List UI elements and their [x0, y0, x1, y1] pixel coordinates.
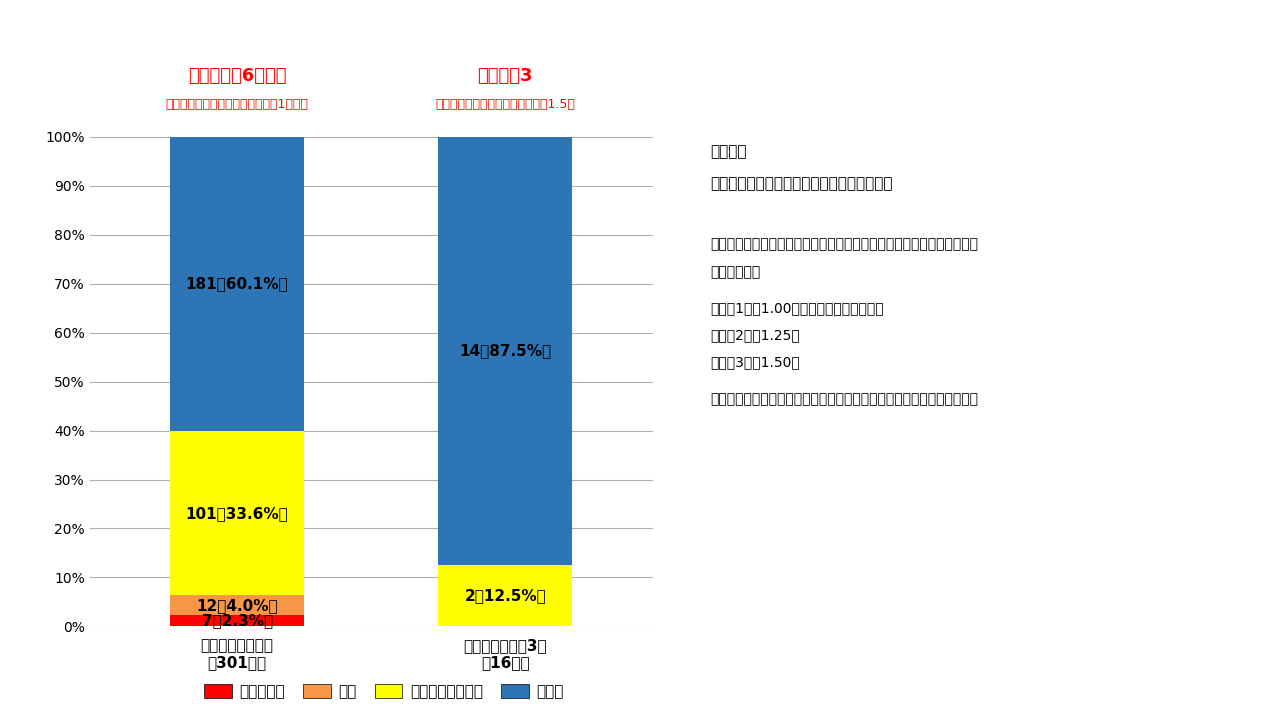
Bar	[170, 137, 305, 431]
Text: 住宅性能表示未取得物件及び等続1のもの: 住宅性能表示未取得物件及び等続1のもの	[165, 98, 308, 111]
Bar	[438, 565, 572, 626]
Text: 101（33.6%）: 101（33.6%）	[186, 506, 288, 521]
Text: ・等続2は、1.25倍: ・等続2は、1.25倍	[710, 328, 800, 342]
Text: 建築基準法で想定している数百年に一度程度の「極めて稀に発生する地: 建築基準法で想定している数百年に一度程度の「極めて稀に発生する地	[710, 238, 978, 251]
Bar	[170, 615, 305, 626]
Legend: 倒壊・崩壊, 大破, 軽微・小破・中破, 無被害: 倒壊・崩壊, 大破, 軽微・小破・中破, 無被害	[198, 678, 570, 705]
Text: 181（60.1%）: 181（60.1%）	[186, 276, 288, 292]
Text: 住宅性能表示制度の耕震等続（倒壊等防止）: 住宅性能表示制度の耕震等続（倒壊等防止）	[710, 176, 893, 192]
Text: の力に対して、倒壊・崩壊等しない程度であることを検証し、表示する: の力に対して、倒壊・崩壊等しない程度であることを検証し、表示する	[710, 392, 978, 406]
Text: 12（4.0%）: 12（4.0%）	[196, 598, 278, 613]
Bar	[170, 595, 305, 615]
Text: 震」の力の、: 震」の力の、	[710, 265, 760, 279]
Text: 平成１２年6月以降: 平成１２年6月以降	[188, 67, 287, 85]
Text: 必要壁量が建築基準法レベルの絉1.5倍: 必要壁量が建築基準法レベルの絉1.5倍	[435, 98, 575, 111]
Bar	[170, 431, 305, 595]
Text: ・等続3は、1.50倍: ・等続3は、1.50倍	[710, 356, 800, 369]
Text: 2（12.5%）: 2（12.5%）	[465, 588, 547, 603]
Text: 耕震等続3: 耕震等続3	[477, 67, 532, 85]
Text: 14（87.5%）: 14（87.5%）	[460, 343, 552, 359]
Text: 7（2.3%）: 7（2.3%）	[201, 613, 273, 629]
Bar	[438, 137, 572, 565]
Text: ＜参考＞: ＜参考＞	[710, 144, 748, 159]
Text: ・等続1は、1.00倍（建築基準法レベル）: ・等続1は、1.00倍（建築基準法レベル）	[710, 301, 884, 315]
